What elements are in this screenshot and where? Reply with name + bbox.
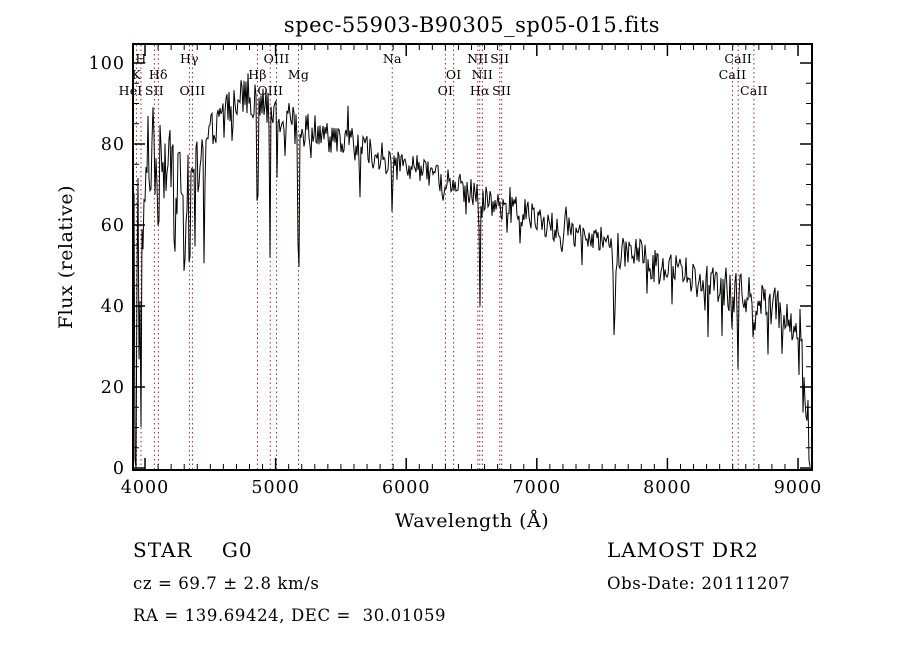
tick-labels: 4000 5000 6000 7000 8000 9000 0 20 40 60 80 100 [89,54,823,498]
plot-frame [132,43,813,471]
line-label: Mg [288,67,309,82]
line-label: H [135,51,146,66]
ra-dec-value: RA = 139.69424, DEC = 30.01059 [133,606,446,625]
x-tick-label: 9000 [774,478,823,498]
line-label: OI [438,83,454,98]
cz-value: cz = 69.7 ± 2.8 km/s [133,574,319,593]
line-label: SII [492,83,511,98]
y-tick-label: 0 [113,459,125,479]
y-tick-label: 40 [101,297,125,317]
plot-title: spec-55903-B90305_sp05-015.fits [284,13,660,37]
survey-label: LAMOST DR2 [607,538,759,562]
y-axis-label: Flux (relative) [55,185,77,329]
classification-text: STAR G0 [133,538,253,562]
line-label: HeI [119,83,143,98]
y-tick-label: 60 [101,216,125,236]
spectrum-path [132,73,811,468]
line-label: OIII [179,83,205,98]
line-label: SII [145,83,164,98]
x-tick-label: 5000 [251,478,300,498]
line-label: NII [472,67,493,82]
y-tick-label: 20 [101,378,125,398]
obs-date: Obs-Date: 20111207 [607,574,790,593]
line-label: K [132,67,142,82]
y-tick-label: 80 [101,135,125,155]
line-label: CaII [719,67,747,82]
y-tick-label: 100 [89,54,125,74]
line-label: Hβ [248,67,267,82]
line-label: SII [490,51,509,66]
x-tick-label: 4000 [121,478,170,498]
line-label: OI [446,67,462,82]
spectrum-trace [132,73,811,468]
line-label: Hδ [149,67,168,82]
line-label: OIII [264,51,290,66]
line-markers [135,45,755,469]
plot-border [132,43,813,471]
line-label: CaII [740,83,768,98]
line-label: Hα [470,83,490,98]
line-label: OIII [257,83,283,98]
line-label: NII [467,51,488,66]
line-label: Na [383,51,402,66]
x-tick-label: 8000 [643,478,692,498]
axis-ticks [133,44,812,470]
x-axis-label: Wavelength (Å) [395,510,549,532]
line-label: CaII [724,51,752,66]
x-tick-label: 6000 [382,478,431,498]
line-label: Hγ [180,51,199,66]
x-tick-label: 7000 [513,478,562,498]
